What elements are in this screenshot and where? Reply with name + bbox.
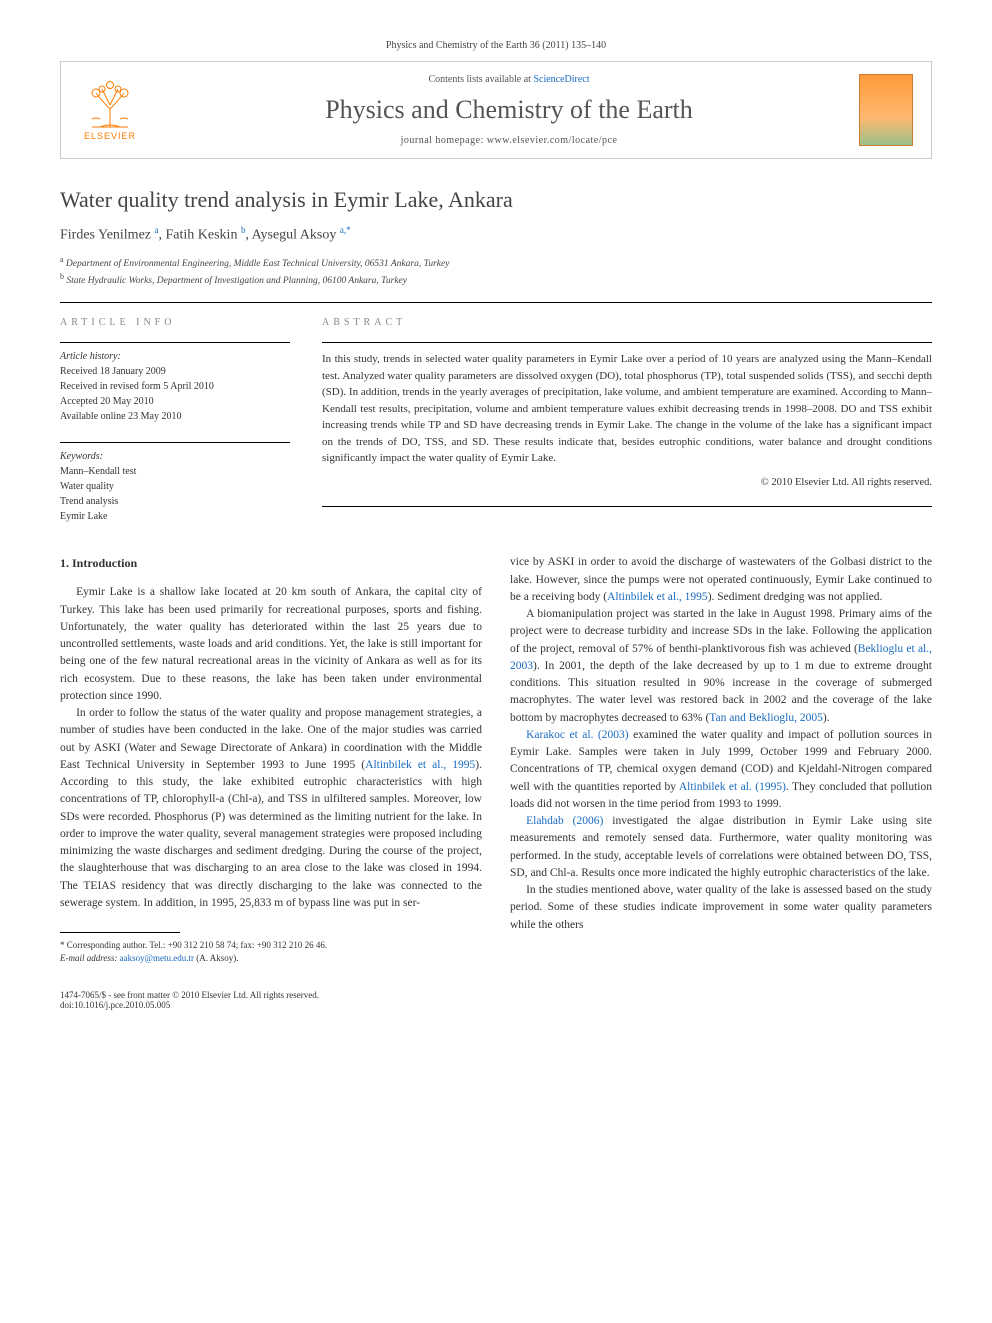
homepage-prefix: journal homepage: (401, 135, 487, 146)
contents-prefix: Contents lists available at (428, 74, 533, 85)
history-revised: Received in revised form 5 April 2010 (60, 379, 290, 394)
right-column: vice by ASKI in order to avoid the disch… (510, 554, 932, 964)
header-center: Contents lists available at ScienceDirec… (159, 74, 859, 146)
keyword-1: Mann–Kendall test (60, 464, 290, 479)
right-para-2: A biomanipulation project was started in… (510, 606, 932, 727)
footnote-email-label: E-mail address: (60, 953, 117, 963)
journal-title: Physics and Chemistry of the Earth (159, 95, 859, 125)
publisher-name: ELSEVIER (84, 131, 136, 141)
abstract-copyright: © 2010 Elsevier Ltd. All rights reserved… (322, 477, 932, 488)
right-para-1: vice by ASKI in order to avoid the disch… (510, 554, 932, 606)
article-info-label: ARTICLE INFO (60, 317, 290, 328)
footer-front-matter: 1474-7065/$ - see front matter © 2010 El… (60, 990, 319, 1000)
keywords-block: Keywords: Mann–Kendall test Water qualit… (60, 443, 290, 524)
page-footer: 1474-7065/$ - see front matter © 2010 El… (60, 990, 932, 1010)
footnote-corr: * Corresponding author. Tel.: +90 312 21… (60, 939, 482, 952)
affiliation-b: b State Hydraulic Works, Department of I… (60, 271, 932, 288)
journal-cover-thumbnail (859, 74, 913, 146)
left-column: 1. Introduction Eymir Lake is a shallow … (60, 554, 482, 964)
history-label: Article history: (60, 349, 290, 364)
footer-left: 1474-7065/$ - see front matter © 2010 El… (60, 990, 319, 1010)
journal-header-box: ELSEVIER Contents lists available at Sci… (60, 61, 932, 159)
article-info-column: ARTICLE INFO Article history: Received 1… (60, 303, 290, 524)
footnote-email[interactable]: aaksoy@metu.edu.tr (120, 953, 194, 963)
contents-available-line: Contents lists available at ScienceDirec… (159, 74, 859, 85)
sciencedirect-link[interactable]: ScienceDirect (533, 74, 589, 85)
keyword-2: Water quality (60, 479, 290, 494)
body-two-column: 1. Introduction Eymir Lake is a shallow … (60, 554, 932, 964)
history-received: Received 18 January 2009 (60, 364, 290, 379)
article-history: Article history: Received 18 January 200… (60, 343, 290, 424)
affiliations: a Department of Environmental Engineerin… (60, 254, 932, 289)
intro-heading: 1. Introduction (60, 554, 482, 572)
corresponding-footnote: * Corresponding author. Tel.: +90 312 21… (60, 939, 482, 964)
history-accepted: Accepted 20 May 2010 (60, 394, 290, 409)
keyword-3: Trend analysis (60, 494, 290, 509)
publisher-logo: ELSEVIER (79, 74, 141, 146)
abstract-text: In this study, trends in selected water … (322, 343, 932, 467)
intro-para-1: Eymir Lake is a shallow lake located at … (60, 584, 482, 705)
affiliation-a: a Department of Environmental Engineerin… (60, 254, 932, 271)
footnote-email-suffix: (A. Aksoy). (196, 953, 238, 963)
intro-para-2: In order to follow the status of the wat… (60, 705, 482, 912)
info-abstract-row: ARTICLE INFO Article history: Received 1… (60, 303, 932, 524)
page-root: Physics and Chemistry of the Earth 36 (2… (0, 0, 992, 1050)
abstract-label: ABSTRACT (322, 317, 932, 328)
footnote-email-line: E-mail address: aaksoy@metu.edu.tr (A. A… (60, 952, 482, 965)
elsevier-tree-icon (82, 79, 138, 129)
keyword-4: Eymir Lake (60, 509, 290, 524)
right-para-5: In the studies mentioned above, water qu… (510, 882, 932, 934)
footer-doi: doi:10.1016/j.pce.2010.05.005 (60, 1000, 319, 1010)
author-list: Firdes Yenilmez a, Fatih Keskin b, Ayseg… (60, 225, 932, 244)
journal-reference: Physics and Chemistry of the Earth 36 (2… (60, 40, 932, 51)
article-title: Water quality trend analysis in Eymir La… (60, 187, 932, 213)
abstract-bottom-rule (322, 506, 932, 507)
history-online: Available online 23 May 2010 (60, 409, 290, 424)
keywords-label: Keywords: (60, 449, 290, 464)
homepage-url[interactable]: www.elsevier.com/locate/pce (487, 135, 618, 146)
right-para-3: Karakoc et al. (2003) examined the water… (510, 727, 932, 813)
right-para-4: Elahdab (2006) investigated the algae di… (510, 813, 932, 882)
abstract-column: ABSTRACT In this study, trends in select… (322, 303, 932, 524)
journal-homepage-line: journal homepage: www.elsevier.com/locat… (159, 135, 859, 146)
footnote-rule (60, 932, 180, 933)
